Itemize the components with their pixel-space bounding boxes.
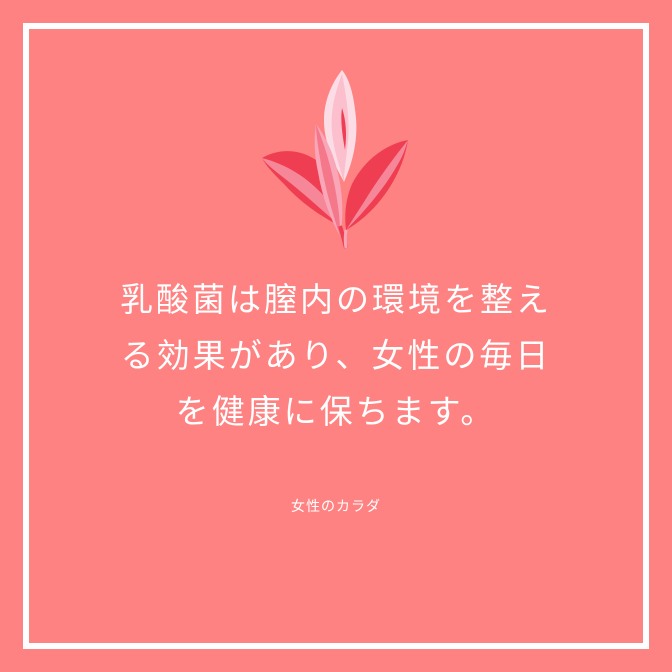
headline-line-2: る効果があり、女性の毎日 (120, 336, 552, 375)
white-frame-border (23, 23, 649, 649)
brand-name: 女性のカラダ (291, 499, 381, 515)
headline-line-1: 乳酸菌は膣内の環境を整え (120, 280, 552, 319)
headline-line-3: を健康に保ちます。 (175, 392, 497, 431)
anthurium-plant-icon (262, 70, 408, 249)
headline-text: 乳酸菌は膣内の環境を整え る効果があり、女性の毎日 を健康に保ちます。 (60, 272, 612, 440)
